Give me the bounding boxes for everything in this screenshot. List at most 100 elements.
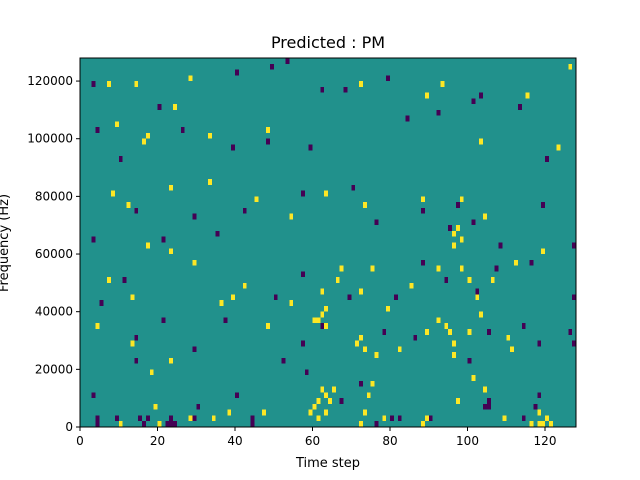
high-cell (409, 282, 414, 289)
high-cell (118, 421, 123, 427)
high-cell (207, 179, 212, 185)
high-cell (459, 265, 464, 272)
low-cell (486, 398, 491, 404)
low-cell (521, 415, 526, 422)
low-cell (529, 259, 534, 266)
high-cell (483, 386, 487, 393)
high-cell (316, 317, 321, 324)
low-cell (180, 127, 185, 133)
y-tick-label: 20000 (35, 362, 73, 376)
low-cell (448, 225, 453, 231)
low-cell (374, 421, 379, 427)
high-cell (324, 305, 329, 312)
low-cell (533, 403, 538, 410)
low-cell (479, 92, 484, 99)
high-cell (262, 409, 267, 416)
high-cell (436, 265, 441, 272)
high-cell (114, 121, 119, 128)
high-cell (440, 81, 445, 87)
low-cell (95, 127, 100, 133)
high-cell (231, 294, 236, 301)
x-axis: 0 20 40 60 80 100 120 (76, 427, 556, 448)
high-cell (188, 75, 193, 82)
plot-frame (79, 57, 577, 428)
y-tick-label: 40000 (35, 305, 73, 319)
low-cell (471, 98, 476, 105)
high-cell (169, 248, 174, 255)
high-cell (242, 282, 247, 289)
low-cell (235, 392, 239, 399)
high-cell (145, 132, 150, 139)
high-cell (510, 346, 515, 353)
high-cell (475, 294, 480, 301)
low-cell (242, 207, 247, 214)
high-cell (452, 340, 456, 347)
low-cell (444, 277, 449, 283)
low-cell (343, 86, 348, 93)
low-cell (266, 138, 270, 145)
high-cell (126, 202, 131, 208)
low-cell (537, 340, 542, 347)
high-cell (556, 144, 561, 151)
high-cell (370, 265, 375, 272)
high-cell (134, 81, 139, 87)
high-cell (173, 104, 177, 110)
low-cell (572, 242, 577, 249)
low-cell (486, 403, 491, 410)
high-cell (320, 311, 325, 318)
low-cell (161, 236, 166, 243)
high-cell (448, 328, 453, 335)
high-cell (359, 334, 363, 341)
low-cell (91, 81, 96, 87)
high-cell (362, 346, 367, 353)
low-cell (393, 294, 398, 301)
high-cell (483, 213, 487, 220)
low-cell (471, 219, 476, 226)
low-cell (273, 294, 278, 301)
high-cell (335, 277, 340, 283)
high-cell (359, 421, 363, 427)
high-cell (324, 392, 329, 399)
high-cell (142, 138, 146, 145)
high-cell (541, 248, 546, 255)
high-cell (436, 317, 441, 324)
low-cell (145, 415, 150, 422)
high-cell (359, 288, 363, 295)
low-cell (428, 415, 433, 422)
high-cell (452, 242, 456, 249)
high-cell (421, 196, 425, 203)
low-cell (157, 104, 162, 110)
x-tick-label: 20 (150, 434, 165, 448)
high-cell (188, 415, 193, 422)
high-cell (316, 415, 321, 422)
high-cell (359, 81, 363, 87)
x-axis-label: Time step (295, 456, 360, 471)
low-cell (91, 236, 96, 243)
low-cell (169, 415, 174, 422)
low-cell (161, 317, 166, 324)
high-cell (328, 398, 332, 404)
low-cell (95, 415, 100, 422)
high-cell (467, 277, 472, 283)
high-cell (266, 323, 270, 329)
low-cell (347, 294, 352, 301)
low-cell (541, 202, 546, 208)
y-tick-label: 120000 (27, 74, 73, 88)
high-cell (130, 294, 135, 301)
low-cell (486, 328, 491, 335)
low-cell (545, 156, 549, 162)
low-cell (122, 277, 127, 283)
low-cell (483, 403, 487, 410)
high-cell (362, 202, 367, 208)
low-cell (521, 323, 526, 329)
low-cell (421, 259, 425, 266)
low-cell (300, 190, 305, 197)
high-cell (424, 328, 429, 335)
x-tick-label: 100 (456, 434, 479, 448)
high-cell (169, 357, 174, 364)
low-cell (382, 328, 387, 335)
high-cell (153, 403, 158, 410)
low-cell (339, 398, 344, 404)
low-cell (95, 421, 100, 427)
